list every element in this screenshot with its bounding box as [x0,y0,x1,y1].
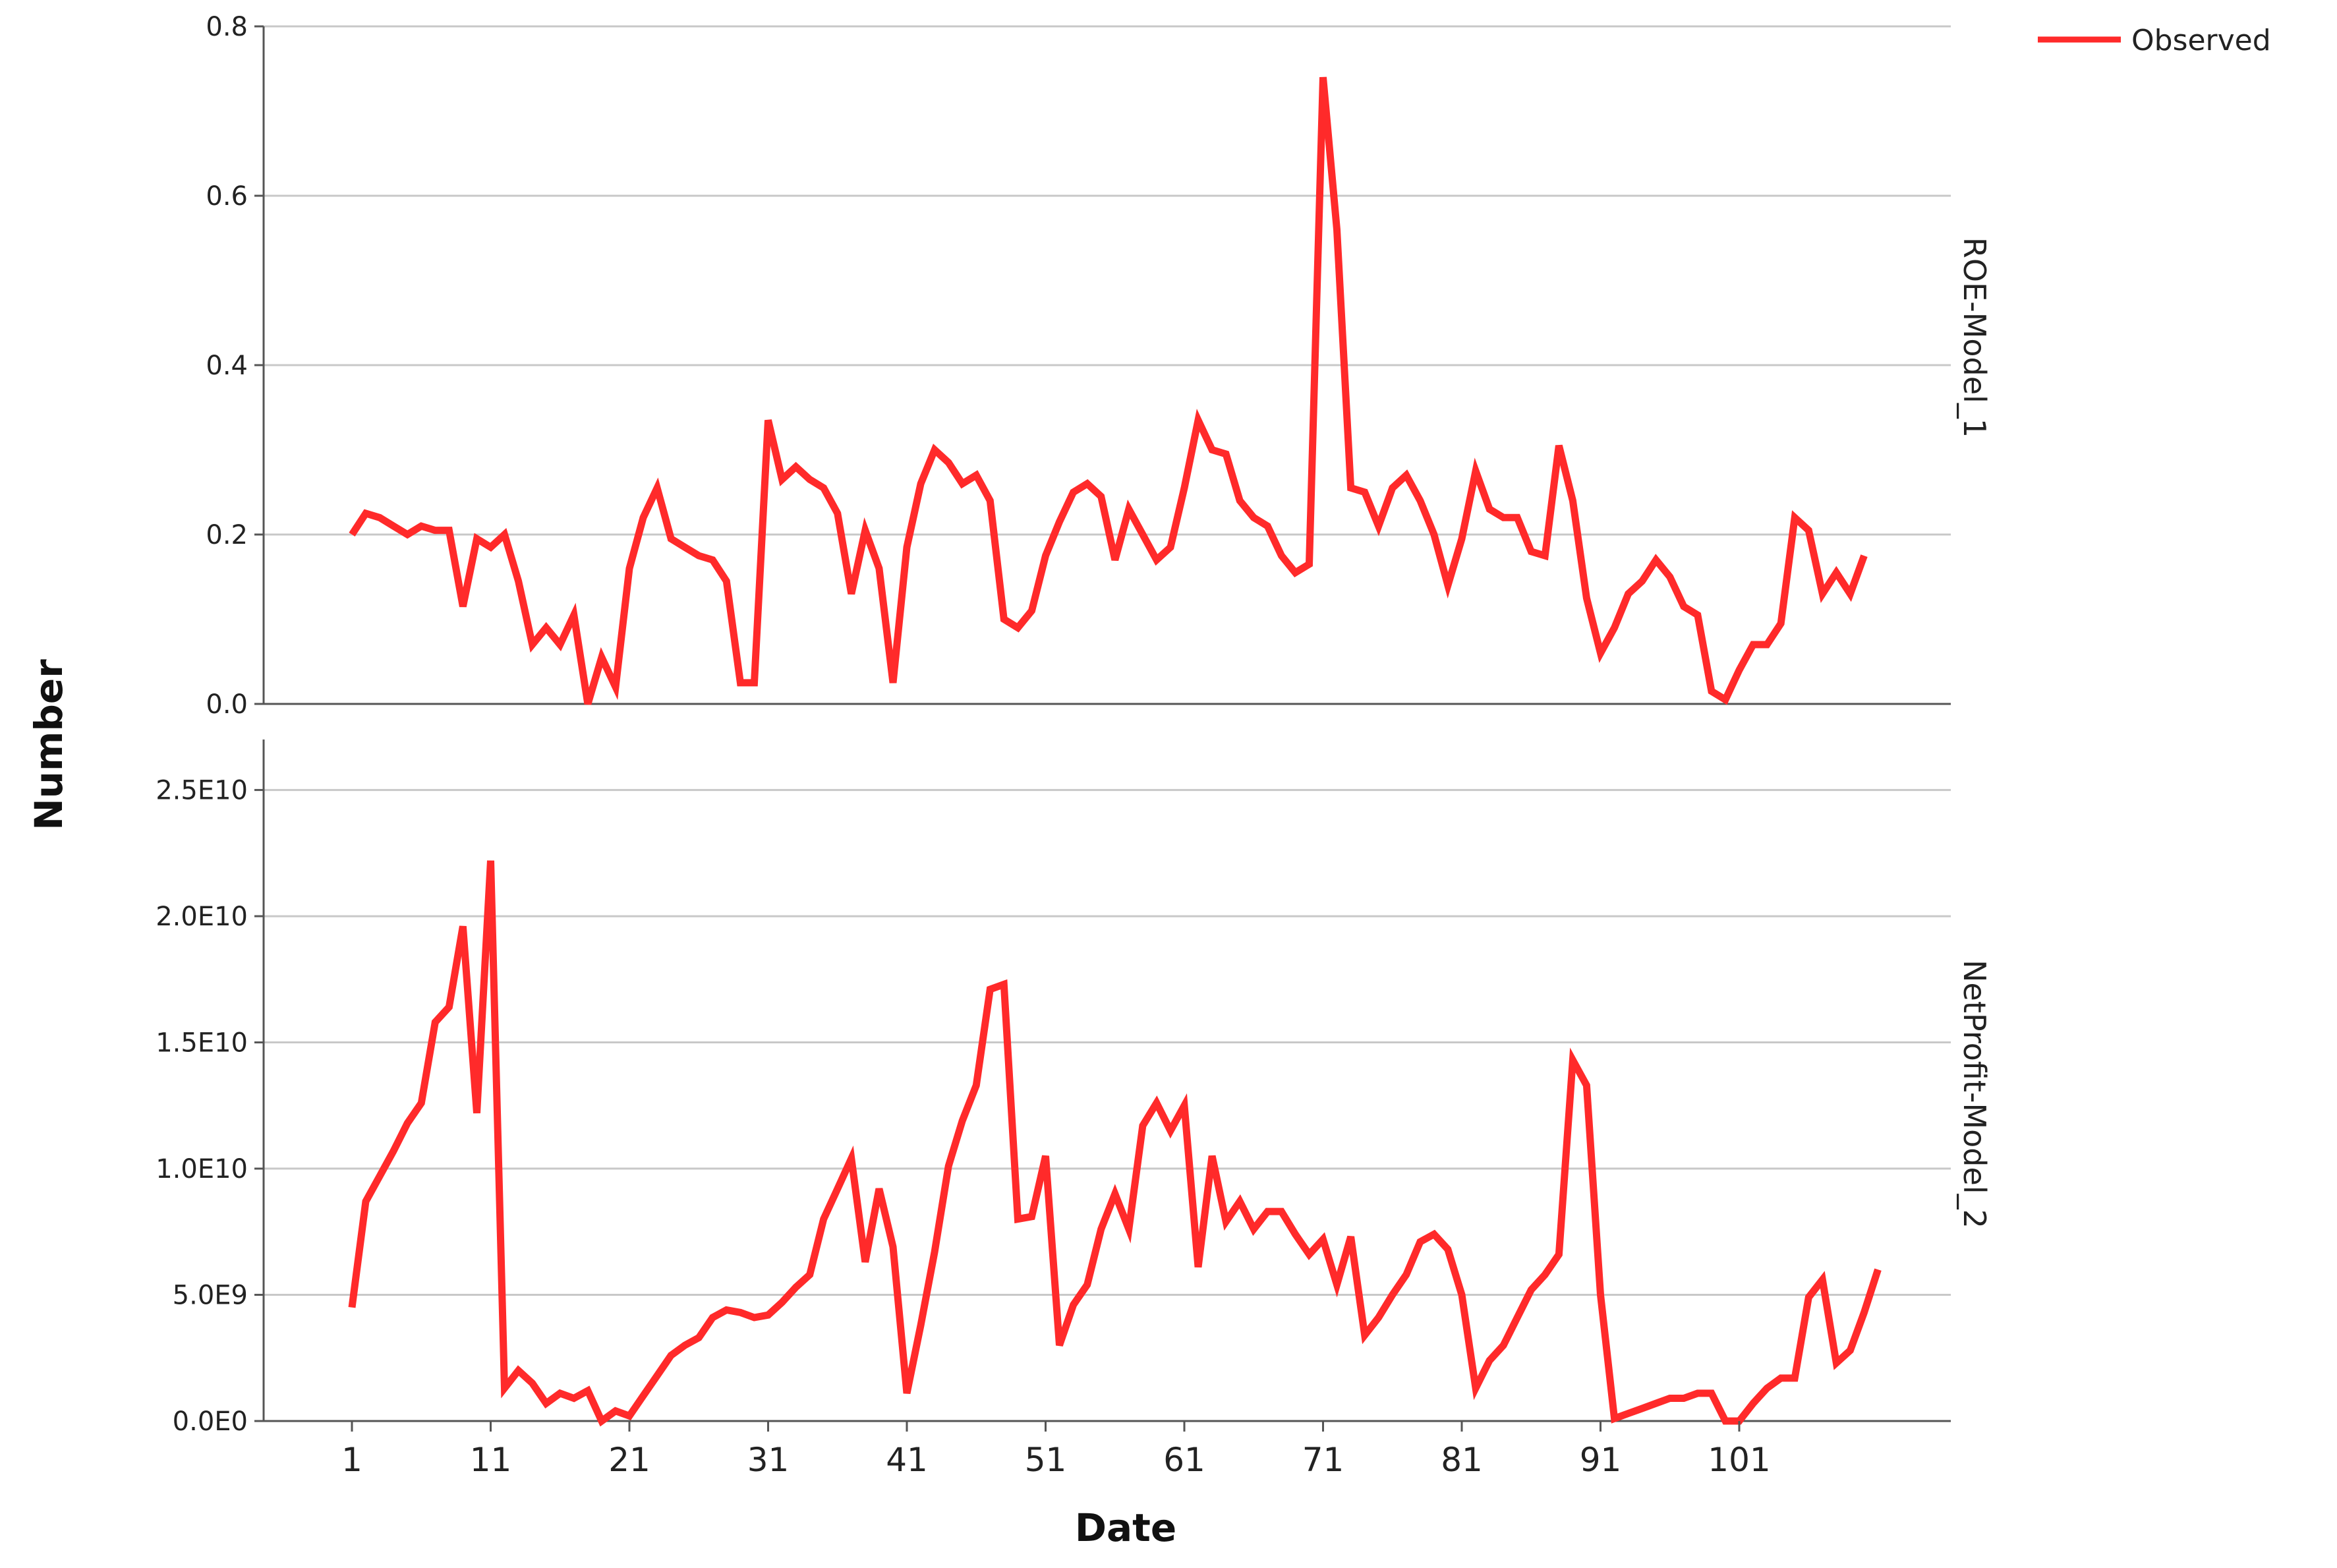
x-tick-label: 91 [1580,1441,1622,1479]
panel-netprofit-model-2: 0.0E0 5.0E9 1.0E10 1.5E10 2.0E10 2.5E10 NetPr… [156,740,1992,1437]
x-tick-label: 61 [1163,1441,1205,1479]
x-tick-label: 71 [1302,1441,1344,1479]
y-tick-label: 0.0 [206,689,248,720]
y-tick-label: 0.6 [206,181,248,212]
x-tick-label: 11 [470,1441,512,1479]
series-line-observed [349,76,1868,705]
panel-roe-model-1: 0.0 0.2 0.4 0.6 0.8 ROE-Model_1 [206,12,1992,720]
x-tick-label: 41 [886,1441,928,1479]
panel-label-netprofit-model-2: NetProfit-Model_2 [1957,960,1992,1229]
x-tick-label: 1 [341,1441,362,1479]
y-tick-label: 2.5E10 [156,776,248,806]
y-tick-label: 5.0E9 [173,1281,248,1311]
y-tick-label: 0.0E0 [173,1407,248,1437]
series-line-observed [348,860,1882,1427]
x-tick-label: 81 [1441,1441,1483,1479]
legend: Observed [2038,24,2271,57]
x-tick-label: 31 [747,1441,790,1479]
y-tick-label: 0.4 [206,351,248,381]
x-axis-title: Date [1075,1505,1176,1550]
x-tick-label: 51 [1025,1441,1067,1479]
y-tick-label: 0.2 [206,520,248,550]
x-tick-label: 101 [1708,1441,1770,1479]
x-tick-label: 21 [608,1441,650,1479]
y-axis-title: Number [26,659,71,830]
y-tick-label: 2.0E10 [156,902,248,932]
y-tick-label: 0.8 [206,12,248,42]
panel-label-roe-model-1: ROE-Model_1 [1957,237,1992,438]
y-tick-label: 1.0E10 [156,1154,248,1184]
legend-label-observed: Observed [2131,24,2271,57]
y-tick-label: 1.5E10 [156,1028,248,1059]
x-axis-ticks: 1 11 21 31 41 51 61 71 81 91 101 [341,1421,1771,1479]
